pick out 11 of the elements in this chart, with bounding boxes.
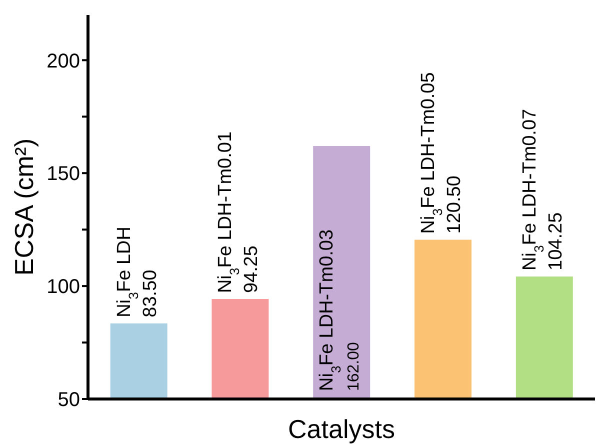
data-label: 120.50 bbox=[444, 176, 466, 234]
x-axis-title: Catalysts bbox=[288, 414, 395, 444]
data-label: 162.00 bbox=[346, 342, 363, 391]
y-tick-label: 50 bbox=[58, 389, 80, 412]
y-tick-label: 100 bbox=[46, 276, 80, 298]
data-label: 104.25 bbox=[545, 212, 566, 270]
y-tick-label: 200 bbox=[46, 50, 80, 72]
data-label: 83.50 bbox=[140, 270, 161, 318]
data-label: 94.25 bbox=[241, 246, 262, 294]
y-tick-label: 150 bbox=[46, 163, 80, 186]
y-axis-title: ECSA (cm²) bbox=[9, 138, 40, 276]
